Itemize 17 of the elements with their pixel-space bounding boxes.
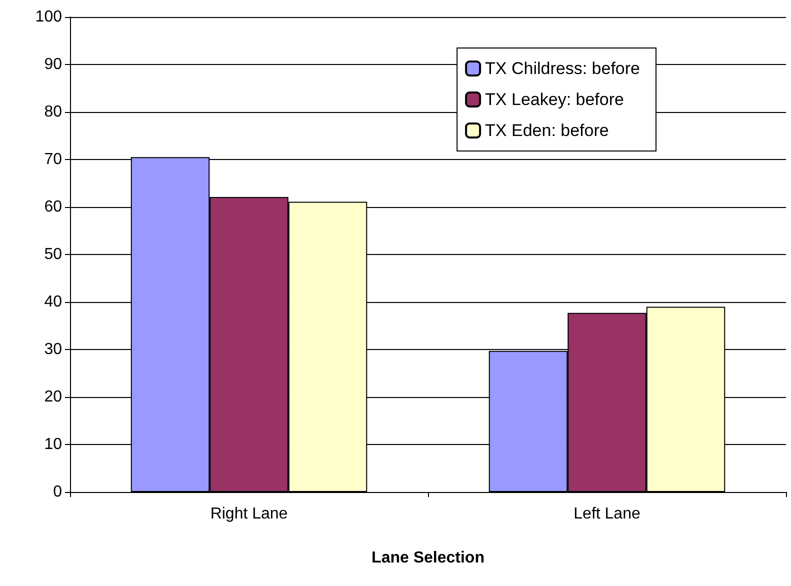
y-tick-label: 10: [44, 436, 62, 453]
x-tick-label: Left Lane: [574, 506, 640, 522]
legend-label: TX Childress: before: [485, 59, 640, 78]
x-tick-label: Right Lane: [210, 506, 288, 522]
x-axis-title: Lane Selection: [372, 550, 484, 566]
y-tick-label: 80: [44, 104, 62, 120]
y-tick-label: 60: [44, 198, 62, 216]
legend-label: TX Leakey: before: [485, 90, 624, 109]
y-tick-label: 40: [44, 294, 62, 310]
y-tick-label: 50: [44, 246, 62, 263]
y-tick-label: 70: [44, 151, 62, 168]
y-tick-label: 20: [44, 388, 62, 406]
legend-label: TX Eden: before: [485, 121, 609, 140]
y-tick-label: 100: [35, 8, 62, 26]
y-tick-label: 0: [53, 484, 62, 500]
y-tick-label: 90: [44, 56, 62, 73]
y-tick-label: 30: [44, 341, 62, 358]
